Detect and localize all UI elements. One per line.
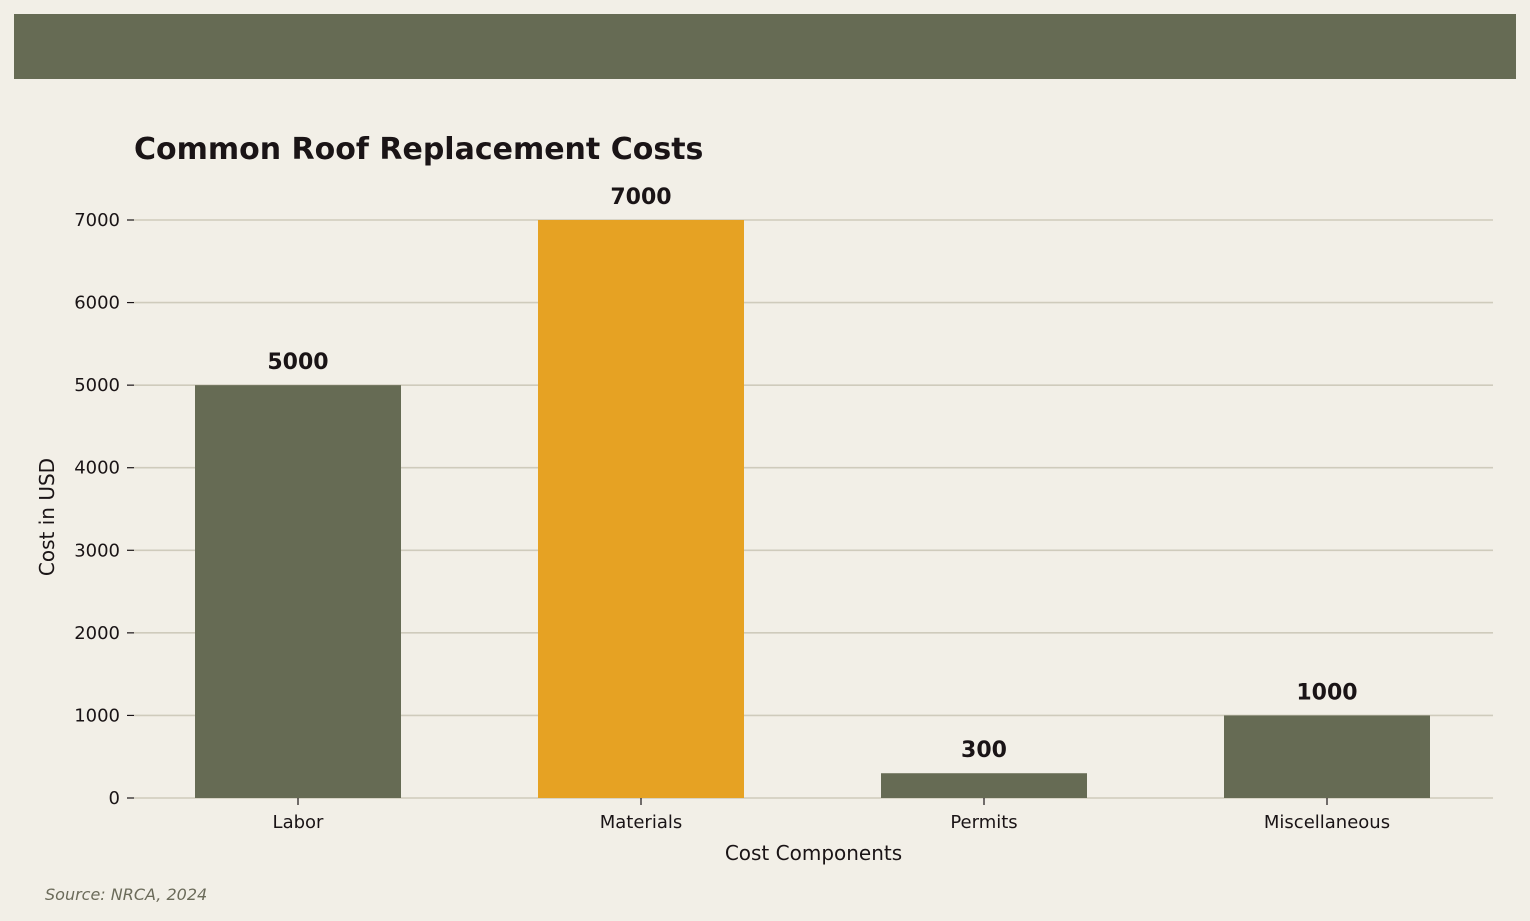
data-label-miscellaneous: 1000 xyxy=(1296,680,1357,705)
x-tick-label-materials: Materials xyxy=(600,812,683,833)
chart-title: Common Roof Replacement Costs xyxy=(134,132,704,167)
x-tick-label-labor: Labor xyxy=(273,812,324,833)
y-axis: 0 1000 2000 3000 4000 5000 6000 7000 xyxy=(74,210,134,809)
bar-miscellaneous xyxy=(1224,715,1430,798)
y-tick-label: 2000 xyxy=(74,623,120,644)
x-axis: Labor Materials Permits Miscellaneous xyxy=(273,798,1390,833)
data-label-materials: 7000 xyxy=(610,185,671,210)
data-label-permits: 300 xyxy=(961,738,1007,763)
bar-permits xyxy=(881,773,1087,798)
x-tick-label-permits: Permits xyxy=(950,812,1017,833)
y-tick-label: 4000 xyxy=(74,458,120,479)
y-tick-label: 7000 xyxy=(74,210,120,231)
y-tick-label: 5000 xyxy=(74,375,120,396)
y-tick-label: 0 xyxy=(109,788,120,809)
y-tick-label: 3000 xyxy=(74,540,120,561)
y-tick-label: 1000 xyxy=(74,705,120,726)
x-tick-label-miscellaneous: Miscellaneous xyxy=(1264,812,1390,833)
y-tick-label: 6000 xyxy=(74,293,120,314)
data-labels: 5000 7000 300 1000 xyxy=(267,185,1357,763)
bar-labor xyxy=(195,385,401,798)
header-band xyxy=(14,14,1516,79)
x-axis-label: Cost Components xyxy=(725,841,902,865)
bar-materials xyxy=(538,220,744,798)
data-label-labor: 5000 xyxy=(267,350,328,375)
source-note: Source: NRCA, 2024 xyxy=(45,885,208,904)
bars xyxy=(195,220,1430,798)
y-axis-label: Cost in USD xyxy=(35,458,59,576)
